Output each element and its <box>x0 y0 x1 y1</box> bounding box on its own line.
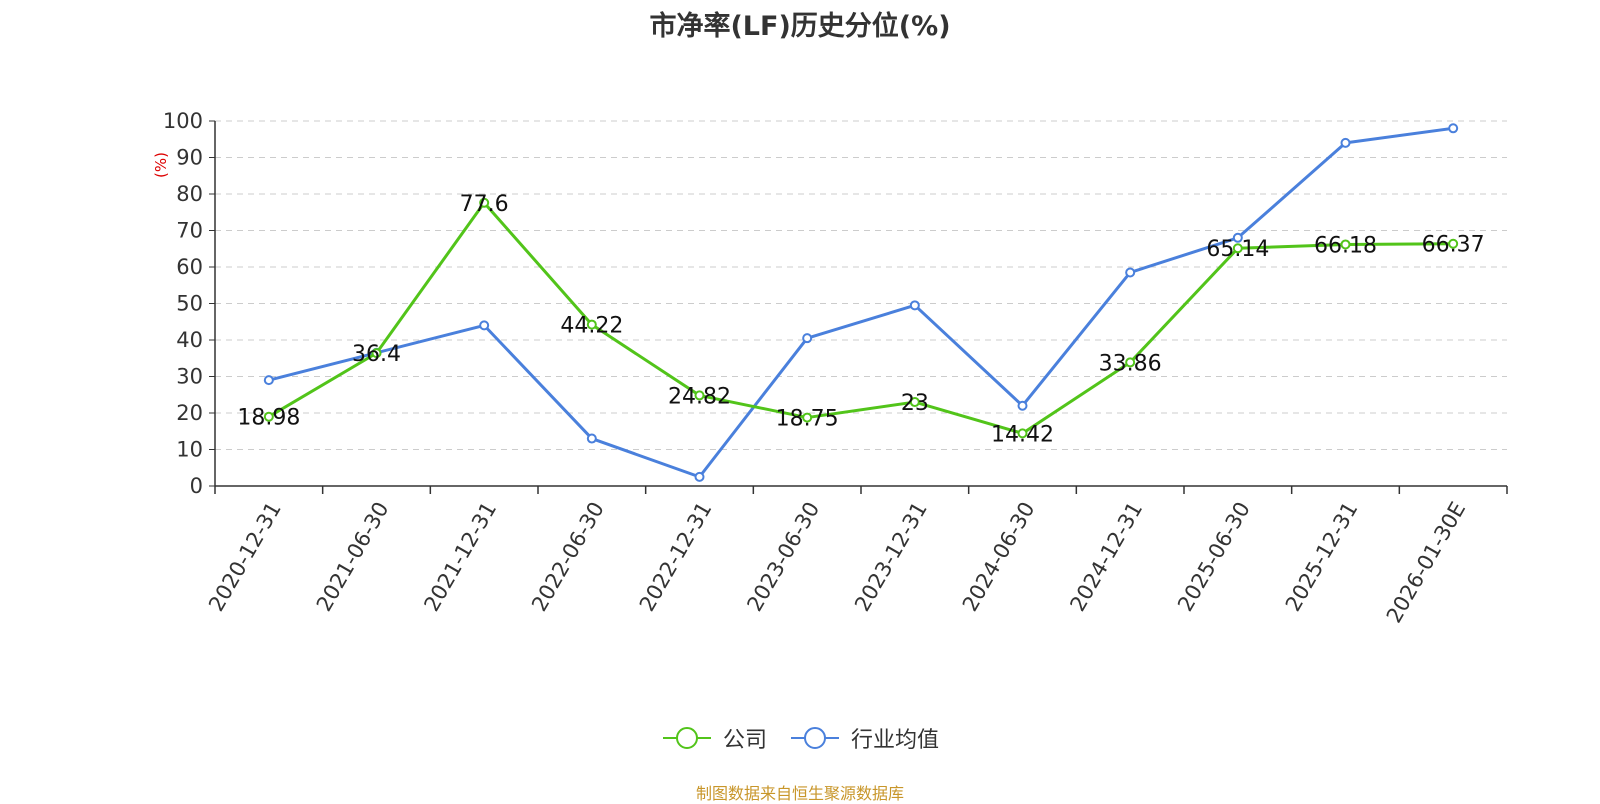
x-tick-label-9: 2025-06-30 <box>1173 498 1255 616</box>
x-tick-label-6: 2023-12-31 <box>850 498 932 616</box>
data-label-0-7: 14.42 <box>991 422 1054 447</box>
series-1-point-9 <box>1232 232 1243 243</box>
series-0-point-7 <box>1017 428 1028 439</box>
y-tick-label-10: 100 <box>163 109 203 133</box>
series-0-point-3 <box>586 319 597 330</box>
chart-title: 市净率(LF)历史分位(%) <box>649 11 951 42</box>
y-tick-label-6: 60 <box>176 255 203 279</box>
x-tick-label-11: 2026-01-30E <box>1382 498 1470 627</box>
data-labels: 18.98 36.4 77.6 44.22 24.82 18.75 23 14.42 33.86… <box>237 192 1484 448</box>
data-label-0-4: 24.82 <box>668 384 731 409</box>
x-tick-label-5: 2023-06-30 <box>742 498 824 616</box>
data-label-0-11: 66.37 <box>1422 233 1485 258</box>
series-1-point-8 <box>1125 267 1136 278</box>
axes: 0 10 20 30 40 50 60 70 80 90 100 2020-12-31 2021-06-… <box>163 109 1508 627</box>
y-tick-label-5: 50 <box>176 292 203 316</box>
source-note: 制图数据来自恒生聚源数据库 <box>695 784 904 803</box>
series-0-point-10 <box>1340 239 1351 250</box>
legend: 公司 行业均值 <box>0 722 1600 754</box>
data-label-0-0: 18.98 <box>237 406 300 431</box>
y-tick-label-4: 40 <box>176 328 203 352</box>
y-tick-label-8: 80 <box>176 182 203 206</box>
series-0-point-11 <box>1448 238 1459 249</box>
series-1-point-2 <box>479 320 490 331</box>
data-label-0-8: 33.86 <box>1099 351 1162 376</box>
data-label-0-3: 44.22 <box>560 314 623 339</box>
series-0-point-0 <box>263 411 274 422</box>
series-1-point-7 <box>1017 400 1028 411</box>
data-label-0-5: 18.75 <box>776 407 839 432</box>
series-0-point-8 <box>1125 357 1136 368</box>
legend-item-industry[interactable]: 行业均值 <box>789 722 939 754</box>
data-label-0-9: 65.14 <box>1206 237 1269 262</box>
x-tick-label-4: 2022-12-31 <box>635 498 717 616</box>
x-tick-label-8: 2024-12-31 <box>1065 498 1147 616</box>
y-axis-unit-label: (%) <box>151 152 170 178</box>
series-0-point-6 <box>909 397 920 408</box>
y-tick-label-1: 10 <box>176 438 203 462</box>
data-label-0-6: 23 <box>901 391 929 416</box>
series-line-0 <box>268 201 1454 435</box>
legend-item-company[interactable]: 公司 <box>661 722 767 754</box>
series-1-point-0 <box>263 375 274 386</box>
series-0-point-9 <box>1232 243 1243 254</box>
series-0-point-1 <box>371 348 382 359</box>
y-tick-label-0: 0 <box>190 474 203 498</box>
data-label-0-10: 66.18 <box>1314 233 1377 258</box>
series-0-point-2 <box>479 197 490 208</box>
legend-company-label: 公司 <box>722 728 767 753</box>
series-line-1 <box>268 126 1454 479</box>
series-0-point-4 <box>694 390 705 401</box>
series-1-point-5 <box>802 333 813 344</box>
y-tick-label-2: 20 <box>176 401 203 425</box>
series <box>263 123 1459 482</box>
legend-industry-icon <box>791 727 839 749</box>
series-1-point-10 <box>1340 137 1351 148</box>
x-tick-label-7: 2024-06-30 <box>958 498 1040 616</box>
legend-company-icon <box>662 727 711 749</box>
x-tick-label-2: 2021-12-31 <box>419 498 501 616</box>
x-tick-label-3: 2022-06-30 <box>527 498 609 616</box>
data-label-0-1: 36.4 <box>352 342 401 367</box>
x-tick-label-10: 2025-12-31 <box>1281 498 1363 616</box>
series-1-point-4 <box>694 471 705 482</box>
y-tick-label-7: 70 <box>176 219 203 243</box>
series-1-point-6 <box>909 300 920 311</box>
data-label-0-2: 77.6 <box>460 192 509 217</box>
x-tick-label-1: 2021-06-30 <box>312 498 394 616</box>
series-1-point-11 <box>1448 123 1459 134</box>
y-tick-label-9: 90 <box>176 146 203 170</box>
series-0-point-5 <box>802 412 813 423</box>
y-tick-label-3: 30 <box>176 365 203 389</box>
x-tick-label-0: 2020-12-31 <box>204 498 286 616</box>
series-1-point-3 <box>586 433 597 444</box>
legend-industry-label: 行业均值 <box>851 728 940 753</box>
